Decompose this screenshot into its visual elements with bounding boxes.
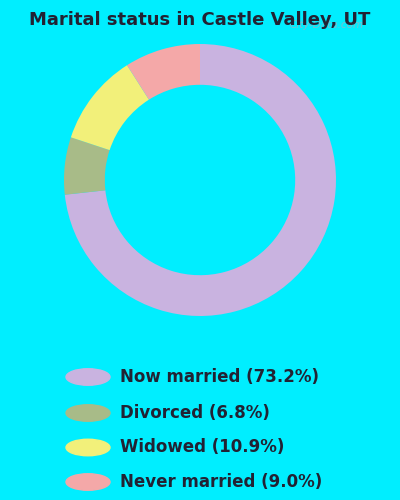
Circle shape	[66, 405, 110, 421]
Wedge shape	[71, 65, 149, 150]
Text: Marital status in Castle Valley, UT: Marital status in Castle Valley, UT	[29, 11, 371, 29]
Text: Divorced (6.8%): Divorced (6.8%)	[120, 404, 270, 422]
Circle shape	[66, 440, 110, 456]
Wedge shape	[127, 44, 200, 100]
Circle shape	[66, 369, 110, 385]
Wedge shape	[64, 138, 110, 194]
Wedge shape	[65, 44, 336, 316]
Text: Widowed (10.9%): Widowed (10.9%)	[120, 438, 284, 456]
Circle shape	[66, 474, 110, 490]
Text: City-Data.com: City-Data.com	[289, 20, 363, 30]
Text: Now married (73.2%): Now married (73.2%)	[120, 368, 319, 386]
Text: Never married (9.0%): Never married (9.0%)	[120, 473, 322, 491]
